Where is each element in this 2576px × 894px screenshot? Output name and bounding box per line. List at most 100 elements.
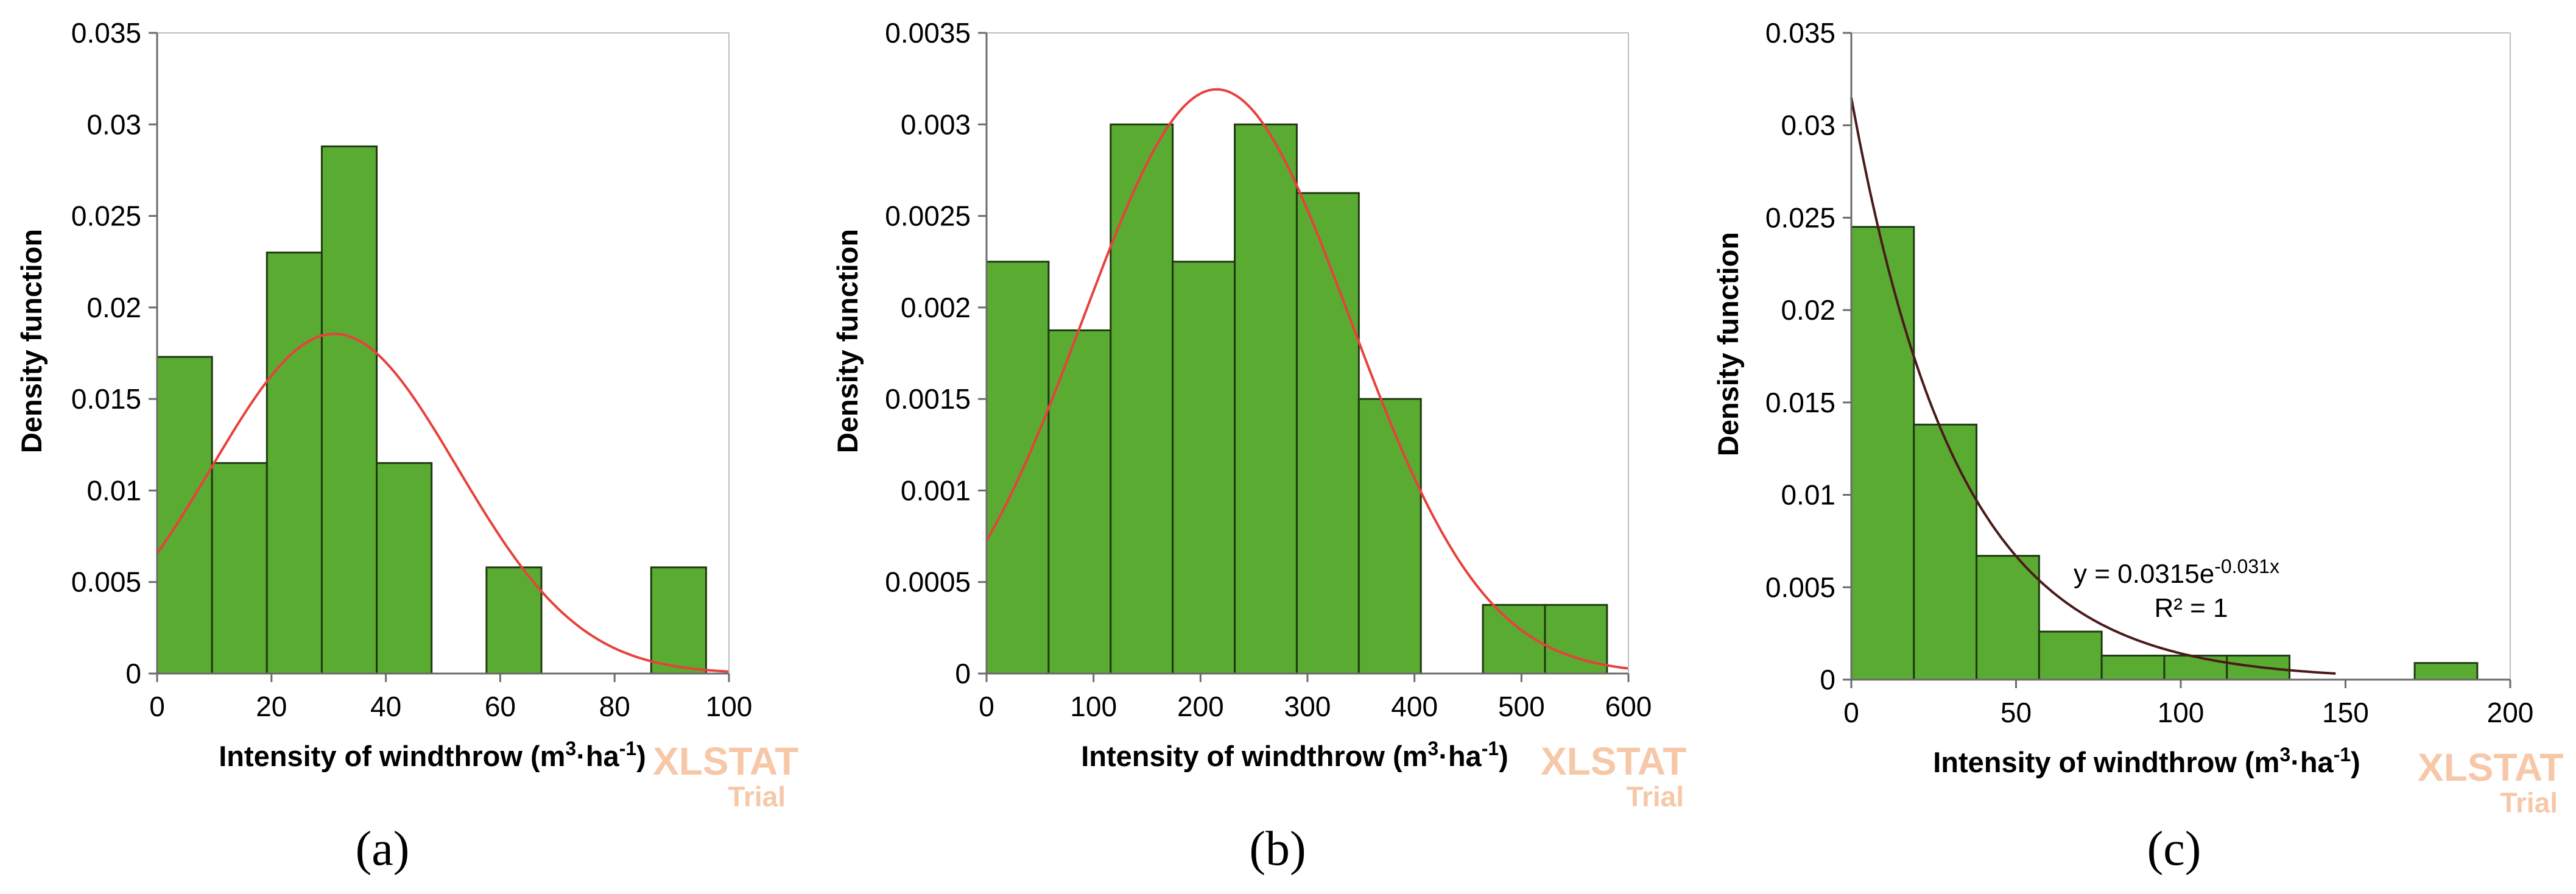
x-tick-label: 300: [1284, 691, 1331, 722]
x-axis-label-main: Intensity of windthrow (m: [1933, 746, 2279, 778]
y-tick-label: 0: [955, 658, 971, 689]
y-tick-label: 0.015: [1765, 387, 1835, 418]
x-tick-label: 200: [2487, 697, 2534, 728]
x-tick-label: 60: [485, 691, 516, 722]
panel-c: 0 0.005 0.01 0.015 0.02 0.025 0.03 0.035 0 50 100 1…: [1712, 17, 2563, 876]
y-tick-label: 0.015: [71, 383, 141, 415]
y-tick-label: 0.025: [71, 200, 141, 232]
y-tick-label: 0: [125, 658, 141, 689]
x-axis-label-end: ): [1499, 740, 1508, 772]
histogram-bar: [2100, 655, 2166, 681]
y-tick-label: 0.03: [1781, 110, 1835, 141]
x-tick-label: 100: [2158, 697, 2205, 728]
x-axis-label-main: Intensity of windthrow (m: [1081, 740, 1427, 772]
y-tick-label: 0.03: [86, 108, 141, 140]
x-tick-label: 400: [1391, 691, 1438, 722]
x-axis-label-main: Intensity of windthrow (m: [219, 740, 565, 772]
x-axis-label-sup1: 3: [2279, 744, 2290, 766]
y-tick-label: 0.0025: [885, 200, 971, 232]
x-axis-label-sup1: 3: [565, 737, 576, 759]
x-axis-label-mid: ·ha: [576, 740, 619, 772]
x-tick-label: 500: [1498, 691, 1545, 722]
fit-curve: [985, 88, 1629, 670]
histogram-bar: [485, 566, 543, 675]
watermark-main: XLSTAT: [653, 739, 798, 783]
x-axis-label: Intensity of windthrow (m3·ha-1): [219, 737, 646, 772]
x-axis-label-sup2: -1: [2334, 744, 2351, 766]
histogram-bar: [1172, 261, 1236, 675]
y-tick-label: 0.0005: [885, 566, 971, 598]
histogram-bar: [1295, 192, 1360, 675]
histogram-bar: [1976, 555, 2040, 681]
panel-label: (b): [1249, 822, 1306, 876]
histogram-bar: [1850, 226, 1915, 681]
equation-main: y = 0.0315e: [2074, 559, 2214, 589]
histogram-bar: [156, 356, 213, 675]
watermark-main: XLSTAT: [2418, 745, 2563, 789]
y-tick-label: 0.005: [71, 566, 141, 598]
trendline-equation: y = 0.0315e-0.031x: [2074, 555, 2279, 589]
y-tick-label: 0.035: [1765, 17, 1835, 49]
x-axis-label-mid: ·ha: [1438, 740, 1482, 772]
histogram-bar: [1357, 398, 1422, 675]
y-axis-label: Density function: [1712, 232, 1744, 456]
histogram-bar: [211, 462, 268, 675]
x-axis-label-sup2: -1: [619, 737, 636, 759]
watermark-main: XLSTAT: [1541, 739, 1686, 783]
x-tick-label: 150: [2322, 697, 2369, 728]
histogram-bar: [266, 252, 323, 675]
x-axis-label: Intensity of windthrow (m3·ha-1): [1081, 737, 1508, 772]
histogram-bar: [2038, 630, 2103, 681]
y-tick-label: 0.0015: [885, 383, 971, 415]
y-tick-label: 0.01: [86, 474, 141, 506]
x-tick-label: 0: [149, 691, 165, 722]
fit-curve: [156, 333, 730, 673]
y-tick-label: 0.02: [1781, 294, 1835, 326]
y-tick-label: 0.025: [1765, 202, 1835, 233]
x-tick-label: 100: [1070, 691, 1117, 722]
equation-exponent: -0.031x: [2214, 555, 2279, 577]
axes: 0 0.005 0.01 0.015 0.02 0.025 0.03 0.035 0 50 100 1…: [1765, 17, 2534, 728]
panel-b: 0 0.0005 0.001 0.0015 0.002 0.0025 0.003 0.0035…: [831, 17, 1686, 876]
watermark-sub: Trial: [2500, 787, 2558, 818]
x-tick-label: 0: [979, 691, 994, 722]
histogram-bars: [985, 123, 1608, 675]
histogram-bar: [2163, 655, 2228, 681]
histogram-bars: [156, 145, 707, 675]
x-tick-label: 600: [1605, 691, 1652, 722]
y-tick-label: 0.035: [71, 17, 141, 49]
y-tick-label: 0.0035: [885, 17, 971, 49]
y-tick-label: 0.005: [1765, 571, 1835, 603]
x-axis-label-end: ): [636, 740, 646, 772]
x-axis-label-sup2: -1: [1482, 737, 1499, 759]
x-tick-label: 20: [256, 691, 287, 722]
y-axis-label: Density function: [15, 229, 48, 453]
r-squared: R² = 1: [2154, 593, 2228, 623]
axes: 0 0.0005 0.001 0.0015 0.002 0.0025 0.003 0.0035…: [885, 17, 1652, 722]
x-tick-label: 50: [2001, 697, 2032, 728]
axes: 0 0.005 0.01 0.015 0.02 0.025 0.03 0.035 0 20 40 60…: [71, 17, 753, 722]
histogram-bar: [1234, 123, 1298, 675]
y-tick-label: 0.003: [901, 108, 971, 140]
y-tick-label: 0.02: [86, 292, 141, 323]
x-axis-label: Intensity of windthrow (m3·ha-1): [1933, 744, 2360, 778]
panel-label: (a): [356, 822, 410, 876]
y-tick-label: 0: [1820, 664, 1835, 695]
watermark-sub: Trial: [1626, 781, 1684, 812]
x-tick-label: 80: [599, 691, 630, 722]
histogram-bar: [2413, 662, 2479, 681]
watermark-sub: Trial: [728, 781, 786, 812]
x-tick-label: 200: [1177, 691, 1224, 722]
histogram-bar: [1913, 423, 1978, 681]
y-axis-label: Density function: [831, 229, 864, 453]
y-tick-label: 0.001: [901, 474, 971, 506]
y-tick-label: 0.01: [1781, 479, 1835, 511]
histogram-bar: [376, 462, 433, 675]
panel-a: 0 0.005 0.01 0.015 0.02 0.025 0.03 0.035 0 20 40 60…: [15, 17, 798, 876]
histogram-bar: [650, 566, 707, 675]
fit-curve: [1850, 97, 2336, 675]
x-tick-label: 0: [1843, 697, 1859, 728]
histogram-bar: [1110, 123, 1174, 675]
x-axis-label-end: ): [2351, 746, 2360, 778]
